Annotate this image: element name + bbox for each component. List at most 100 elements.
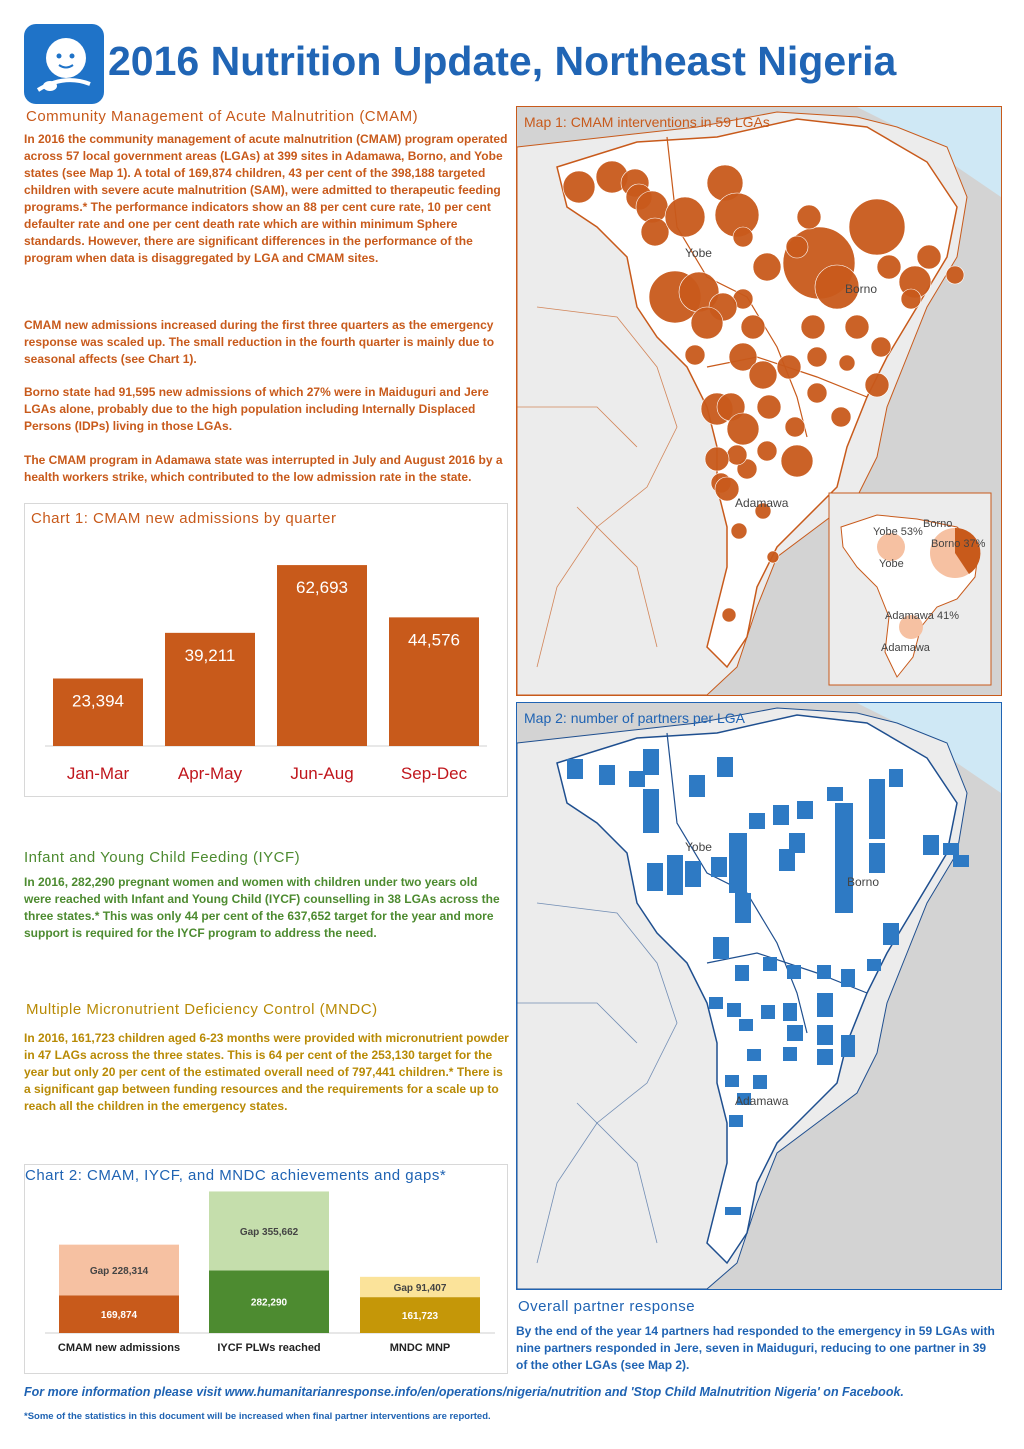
- map2-partner-bar: [869, 843, 885, 873]
- chart1-value-label: 23,394: [72, 691, 124, 710]
- map1-bubble: [726, 412, 760, 446]
- chart2-segment-label: 282,290: [251, 1298, 288, 1309]
- map1-bubble: [740, 314, 766, 340]
- inset-borno-share: Borno 37%: [931, 538, 986, 550]
- map2-partner-bar: [783, 1047, 797, 1061]
- map1-bubble: [684, 344, 706, 366]
- map1-bubble: [752, 252, 782, 282]
- map2-partner-bar: [647, 863, 663, 891]
- map2-partner-bar: [817, 965, 831, 979]
- map2-partner-bar: [817, 1025, 833, 1045]
- map2-partner-bar: [689, 775, 705, 797]
- map1-bubble: [756, 394, 782, 420]
- inset-adamawa-share: Adamawa 41%: [885, 610, 959, 622]
- page-title: 2016 Nutrition Update, Northeast Nigeria: [108, 38, 897, 84]
- map2-panel: Yobe Borno Adamawa Map 2: number of part…: [516, 702, 1002, 1290]
- map1-bubble: [704, 446, 730, 472]
- chart1-bar: [277, 565, 367, 746]
- map2-label-adamawa: Adamawa: [735, 1094, 789, 1108]
- map2-partner-bar: [599, 765, 615, 785]
- map1-label-borno: Borno: [845, 282, 877, 296]
- map2-partner-bar: [923, 835, 939, 855]
- chart1-category-label: Jun-Aug: [290, 764, 353, 783]
- chart2-segment: [360, 1276, 480, 1298]
- map2-partner-bar: [817, 993, 833, 1017]
- map1-bubble: [784, 416, 806, 438]
- iycf-paragraph: In 2016, 282,290 pregnant women and wome…: [24, 875, 500, 940]
- chart2-segment-label: 161,723: [402, 1311, 439, 1322]
- map1-bubble: [726, 444, 748, 466]
- chart1-panel: Chart 1: CMAM new admissions by quarter …: [24, 503, 508, 797]
- map1-panel: Yobe Borno Adamawa Borno Borno 37% Yobe …: [516, 106, 1002, 696]
- map2-partner-bar: [729, 833, 747, 893]
- map2-partner-bar: [629, 771, 645, 787]
- map2-partner-bar: [773, 805, 789, 825]
- map2-partner-bar: [841, 1035, 855, 1057]
- map2-title: Map 2: number of partners per LGA: [524, 710, 746, 726]
- footer-note: *Some of the statistics in this document…: [24, 1411, 491, 1422]
- map2-partner-bar: [867, 959, 881, 971]
- map2-partner-bar: [841, 969, 855, 987]
- chart1-title: Chart 1: CMAM new admissions by quarter: [31, 510, 337, 527]
- map1-bubble: [876, 254, 902, 280]
- chart2-segment-label: 169,874: [101, 1310, 138, 1321]
- chart2-panel: Chart 2: CMAM, IYCF, and MNDC achievemen…: [24, 1164, 508, 1374]
- map1-bubble: [848, 198, 906, 256]
- map1-bubble: [796, 204, 822, 230]
- map2-partner-bar: [779, 849, 795, 871]
- map2-partner-bar: [725, 1207, 741, 1215]
- map1-bubble: [721, 607, 737, 623]
- footer-more-info: For more information please visit www.hu…: [24, 1385, 904, 1399]
- map2-partner-bar: [729, 1115, 743, 1127]
- map1-bubble: [945, 265, 965, 285]
- map2-partner-bar: [667, 855, 683, 895]
- map1-bubble: [766, 550, 780, 564]
- map2-label-yobe: Yobe: [685, 840, 712, 854]
- map1-bubble: [814, 264, 860, 310]
- map2-partner-bar: [749, 813, 765, 829]
- map2-partner-bar: [735, 893, 751, 923]
- map2-partner-bar: [753, 1075, 767, 1089]
- chart1-bar: [165, 632, 255, 746]
- map1-bubble: [562, 170, 596, 204]
- chart1-value-label: 39,211: [185, 646, 236, 665]
- map2-partner-bar: [725, 1075, 739, 1087]
- map2-partner-bar: [889, 769, 903, 787]
- map2: Yobe Borno Adamawa Map 2: number of part…: [517, 703, 1001, 1289]
- chart1-bar: [53, 678, 143, 746]
- map2-partner-bar: [727, 1003, 741, 1017]
- map2-partner-bar: [789, 833, 805, 853]
- chart2-segment-label: Gap 228,314: [90, 1266, 149, 1277]
- chart2-segment-label: Gap 355,662: [240, 1227, 299, 1238]
- map2-partner-bar: [953, 855, 969, 867]
- map1-bubble: [870, 336, 892, 358]
- chart2-category-label: MNDC MNP: [390, 1342, 451, 1354]
- map1-bubble: [776, 354, 802, 380]
- mndc-heading: Multiple Micronutrient Deficiency Contro…: [26, 1001, 378, 1018]
- chart2-segment: [209, 1191, 329, 1271]
- map2-partner-bar: [713, 937, 729, 959]
- map2-partner-bar: [943, 843, 959, 855]
- chart2-category-label: CMAM new admissions: [58, 1342, 180, 1354]
- map1-bubble: [806, 382, 828, 404]
- chart1-value-label: 62,693: [296, 578, 348, 597]
- cmam-paragraph-1: In 2016 the community management of acut…: [24, 132, 508, 265]
- inset-adamawa: Adamawa: [881, 642, 931, 654]
- map2-partner-bar: [709, 997, 723, 1009]
- inset-yobe: Yobe: [879, 558, 904, 570]
- map2-partner-bar: [787, 1025, 803, 1041]
- map2-partner-bar: [787, 965, 801, 979]
- child-nutrition-icon: [36, 38, 91, 92]
- chart2-category-label: IYCF PLWs reached: [217, 1342, 320, 1354]
- map1-bubble: [844, 314, 870, 340]
- chart1-category-label: Jan-Mar: [67, 764, 130, 783]
- map1-bubble: [748, 360, 778, 390]
- map2-partner-bar: [747, 1049, 761, 1061]
- cmam-paragraph-3: Borno state had 91,595 new admissions of…: [24, 385, 489, 433]
- map1-bubble: [664, 196, 706, 238]
- inset-yobe-share: Yobe 53%: [873, 526, 923, 538]
- map2-partner-bar: [827, 787, 843, 801]
- map2-partner-bar: [783, 1003, 797, 1021]
- map2-partner-bar: [817, 1049, 833, 1065]
- map1-bubble: [900, 288, 922, 310]
